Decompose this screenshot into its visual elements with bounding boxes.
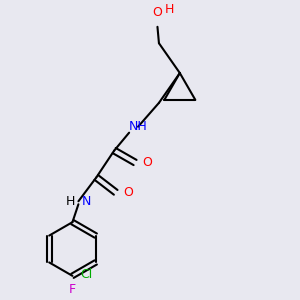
Text: Cl: Cl <box>81 268 93 281</box>
Text: N: N <box>81 195 91 208</box>
Text: NH: NH <box>129 120 147 133</box>
Text: H: H <box>165 3 174 16</box>
Text: O: O <box>152 6 162 19</box>
Text: F: F <box>69 283 76 296</box>
Text: O: O <box>142 156 152 169</box>
Text: O: O <box>123 186 133 199</box>
Text: H: H <box>66 195 75 208</box>
